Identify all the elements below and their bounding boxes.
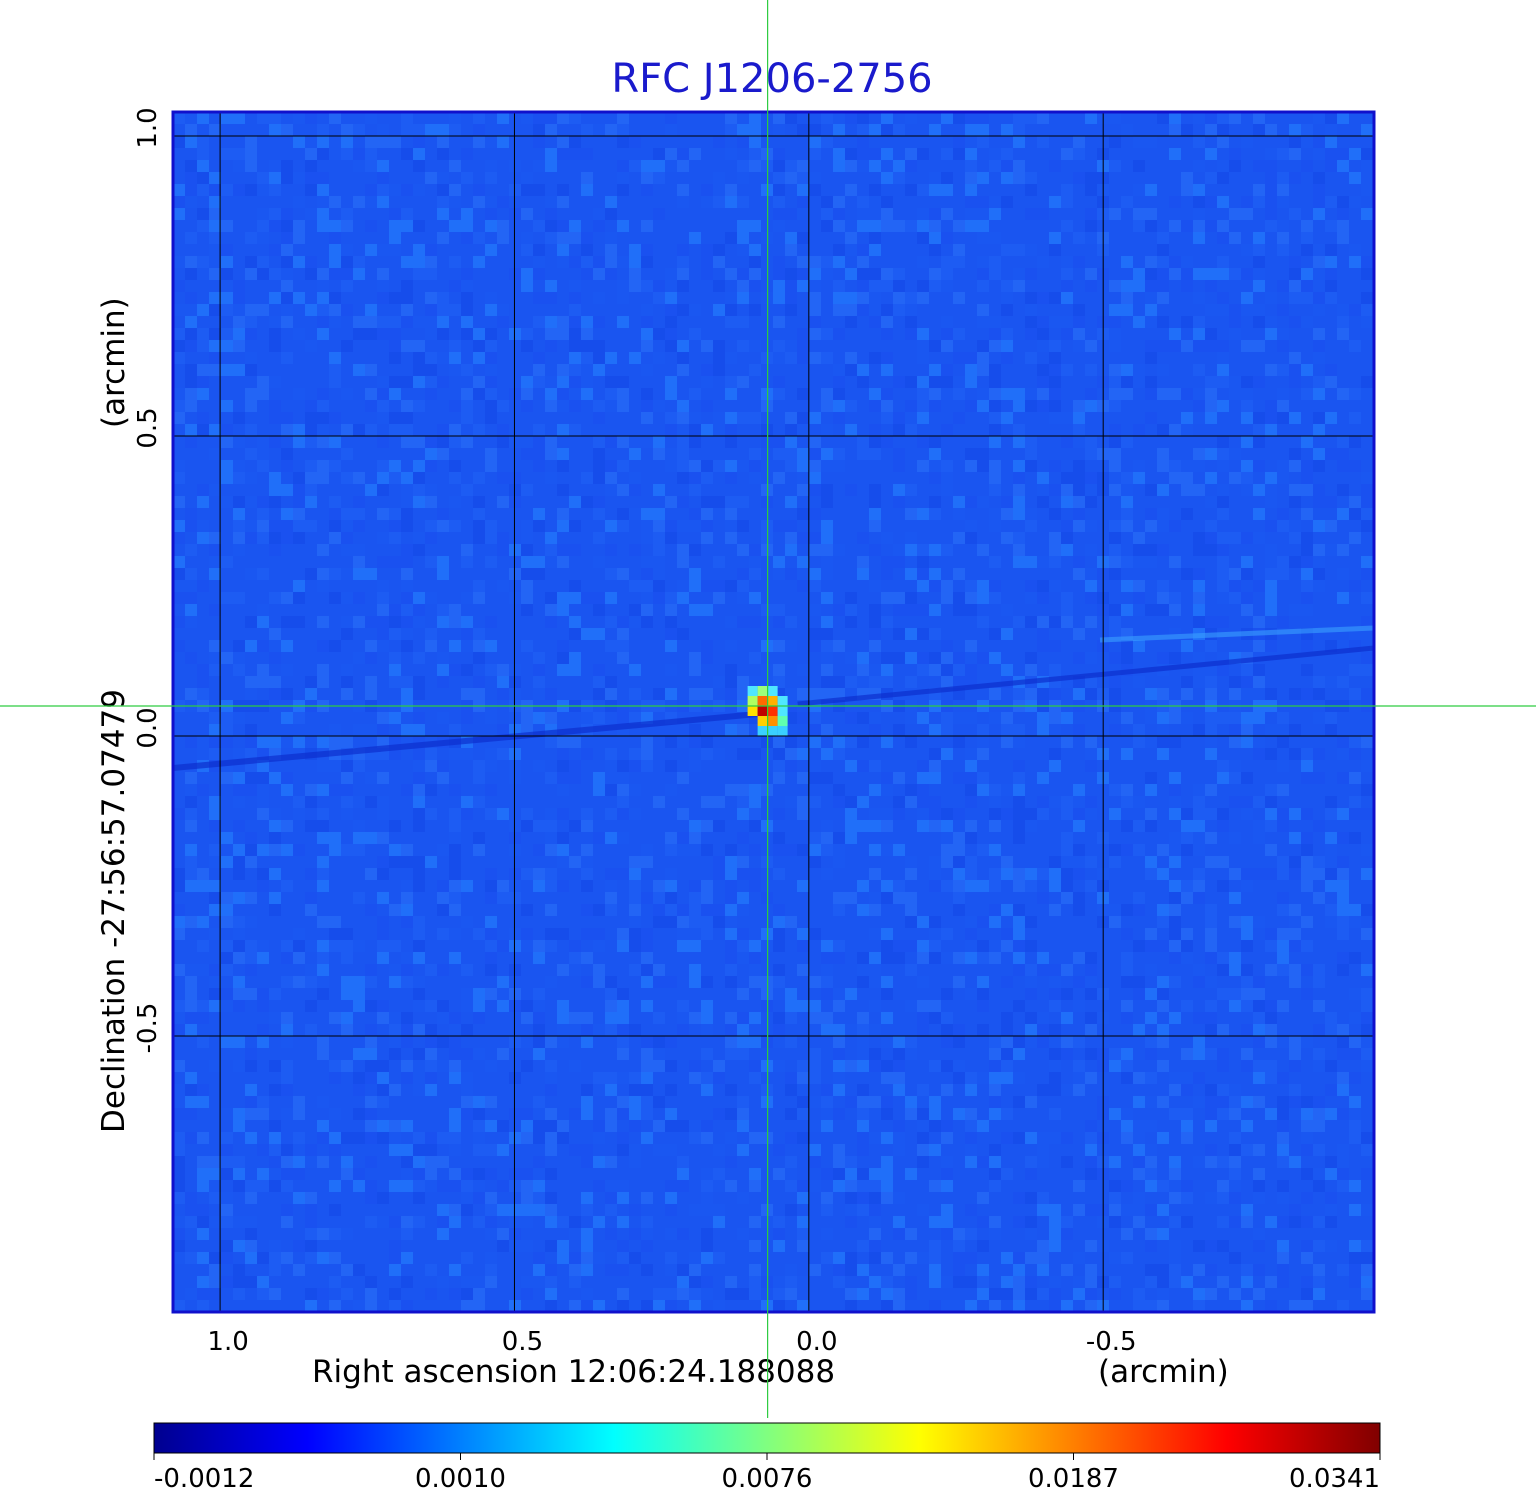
y-axis-label: Declination -27:56:57.07479 xyxy=(96,689,132,1133)
x-tick-label: 1.0 xyxy=(207,1327,248,1357)
source-pixel xyxy=(767,706,778,716)
map-streaks xyxy=(173,625,1374,771)
y-tick-labels: 1.0 0.5 0.0 -0.5 xyxy=(133,107,163,1053)
colorbar-tick-label: 0.0187 xyxy=(1028,1464,1119,1494)
source-pixel xyxy=(757,696,768,706)
source-pixel xyxy=(777,706,788,716)
colorbar-tick-labels: -0.0012 0.0010 0.0076 0.0187 0.0341 xyxy=(153,1453,1381,1494)
source-pixel xyxy=(767,696,778,706)
streak-left xyxy=(173,711,758,771)
source-pixel xyxy=(747,686,758,696)
plot-area xyxy=(171,110,1376,1314)
y-axis-unit: (arcmin) xyxy=(96,297,132,428)
source-pixel xyxy=(777,716,788,726)
source-pixel xyxy=(767,686,778,696)
source-pixel xyxy=(747,706,758,716)
x-tick-label: -0.5 xyxy=(1086,1327,1137,1357)
y-tick-label: -0.5 xyxy=(133,1003,163,1054)
y-tick-label: 0.5 xyxy=(133,407,163,448)
source-pixel xyxy=(757,726,768,736)
x-tick-label: 0.0 xyxy=(796,1327,837,1357)
colorbar-tick-label: 0.0076 xyxy=(722,1464,813,1494)
streak-right xyxy=(797,645,1374,707)
streak-right-bright xyxy=(1099,625,1374,643)
radio-source xyxy=(747,686,788,736)
chart-title: RFC J1206-2756 xyxy=(611,56,932,102)
grid-lines xyxy=(173,112,1374,1312)
colorbar-gradient xyxy=(153,1422,1381,1454)
colorbar-tick-label: 0.0341 xyxy=(1289,1464,1380,1494)
y-tick-label: 1.0 xyxy=(133,107,163,148)
source-pixel xyxy=(757,686,768,696)
source-pixel xyxy=(757,706,768,716)
source-pixel xyxy=(777,696,788,706)
crosshair xyxy=(0,0,1536,1418)
colorbar-tick-label: 0.0010 xyxy=(415,1464,506,1494)
source-pixel xyxy=(777,726,788,736)
colorbar: -0.0012 0.0010 0.0076 0.0187 0.0341 xyxy=(153,1422,1381,1494)
colorbar-tick-label: -0.0012 xyxy=(154,1464,254,1494)
source-pixel xyxy=(767,726,778,736)
x-axis-label: Right ascension 12:06:24.188088 xyxy=(312,1354,835,1390)
source-pixel xyxy=(747,696,758,706)
plot-frame xyxy=(171,110,1376,1314)
x-tick-labels: 1.0 0.5 0.0 -0.5 xyxy=(207,1327,1136,1357)
x-axis-unit: (arcmin) xyxy=(1098,1354,1229,1390)
x-tick-label: 0.5 xyxy=(502,1327,543,1357)
source-pixel xyxy=(757,716,768,726)
y-tick-label: 0.0 xyxy=(133,707,163,748)
source-pixel xyxy=(767,716,778,726)
map-noise xyxy=(173,112,1374,1312)
